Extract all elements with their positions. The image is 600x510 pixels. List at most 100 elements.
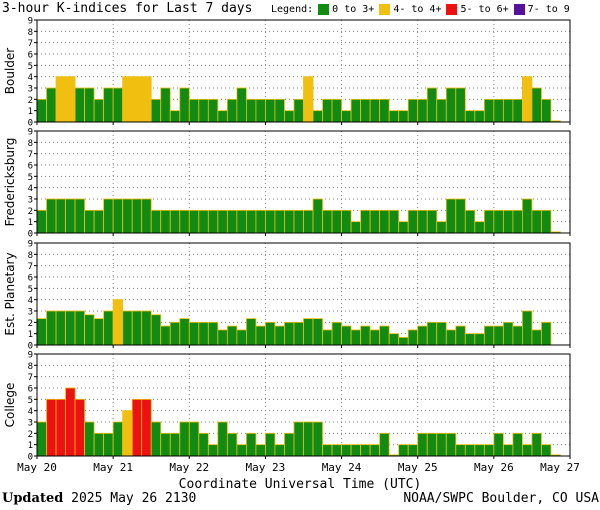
bar xyxy=(74,310,85,346)
bar xyxy=(160,325,171,346)
bar xyxy=(398,110,409,123)
y-tick-label: 3 xyxy=(28,419,33,429)
bar xyxy=(455,444,466,457)
panel-frame xyxy=(36,130,571,234)
y-tick-label: 1 xyxy=(28,441,33,451)
y-tick-label: 1 xyxy=(28,218,33,228)
bar xyxy=(436,221,447,234)
bar xyxy=(541,444,552,457)
bar xyxy=(398,337,409,346)
bar xyxy=(293,321,304,346)
y-tick-label: 7 xyxy=(28,39,33,49)
bar xyxy=(417,325,428,346)
y-tick-label: 9 xyxy=(28,17,33,27)
bar xyxy=(160,432,171,457)
bar xyxy=(464,110,476,123)
bar xyxy=(369,329,381,346)
bar xyxy=(426,321,438,346)
bar xyxy=(103,432,114,457)
x-tick-label: May 27 xyxy=(540,461,580,474)
bar xyxy=(245,209,257,234)
bar xyxy=(65,198,76,234)
bar xyxy=(455,198,466,234)
bar xyxy=(236,444,247,457)
bar xyxy=(122,198,133,234)
legend-swatch-3 xyxy=(513,4,525,15)
bar xyxy=(512,209,523,234)
y-tick-label: 4 xyxy=(28,296,33,306)
bar xyxy=(522,444,533,457)
bar xyxy=(512,432,523,457)
bar xyxy=(198,209,209,234)
bar xyxy=(436,98,447,123)
y-tick-label: 1 xyxy=(28,107,33,117)
y-tick-label: 0 xyxy=(28,119,33,129)
bar xyxy=(265,209,276,234)
bar xyxy=(541,209,552,234)
bar xyxy=(74,87,85,123)
y-tick-label: 3 xyxy=(28,308,33,318)
bar xyxy=(179,318,190,346)
bar xyxy=(131,310,143,346)
bar xyxy=(188,421,200,457)
bar xyxy=(207,209,219,234)
bar xyxy=(284,110,295,123)
y-tick-label: 9 xyxy=(28,351,33,361)
y-tick-label: 3 xyxy=(28,85,33,95)
bar xyxy=(388,333,400,346)
bar xyxy=(502,321,514,346)
bar xyxy=(388,209,400,234)
bar xyxy=(322,444,333,457)
bar xyxy=(350,444,362,457)
bar xyxy=(274,209,285,234)
bar xyxy=(207,444,219,457)
bar xyxy=(331,98,342,123)
bar xyxy=(55,76,66,123)
bar xyxy=(331,209,342,234)
bar xyxy=(493,98,504,123)
bar xyxy=(103,198,114,234)
bar xyxy=(541,321,552,346)
bar xyxy=(303,76,314,123)
panel-label: Est. Planetary xyxy=(3,252,17,335)
bar xyxy=(474,333,485,346)
bar xyxy=(464,209,476,234)
bar xyxy=(217,329,228,346)
bar xyxy=(331,444,342,457)
y-tick-label: 6 xyxy=(28,162,33,172)
bar xyxy=(198,98,209,123)
x-tick-label: May 21 xyxy=(93,461,133,474)
bar xyxy=(360,98,371,123)
bar xyxy=(493,209,504,234)
bar xyxy=(188,321,200,346)
bar xyxy=(493,432,504,457)
bar xyxy=(436,321,447,346)
y-tick-label: 4 xyxy=(28,407,33,417)
bar xyxy=(122,310,133,346)
bar xyxy=(455,87,466,123)
bar xyxy=(198,321,209,346)
bar xyxy=(312,110,323,123)
y-tick-label: 4 xyxy=(28,73,33,83)
bar xyxy=(350,329,362,346)
bar xyxy=(531,87,542,123)
bar xyxy=(341,444,352,457)
bar xyxy=(245,318,257,346)
bar xyxy=(141,76,152,123)
bar xyxy=(379,209,390,234)
y-tick-label: 4 xyxy=(28,184,33,194)
bar xyxy=(312,318,323,346)
y-tick-label: 0 xyxy=(28,453,33,463)
bar xyxy=(255,325,266,346)
bar xyxy=(46,398,57,457)
bar xyxy=(407,329,419,346)
bar xyxy=(65,387,76,457)
bar xyxy=(112,299,124,346)
y-tick-label: 8 xyxy=(28,139,33,149)
bar xyxy=(293,98,304,123)
bar xyxy=(293,209,304,234)
bar xyxy=(417,432,428,457)
updated-timestamp: Updated 2025 May 26 2130 xyxy=(2,491,196,506)
bar xyxy=(150,314,162,346)
